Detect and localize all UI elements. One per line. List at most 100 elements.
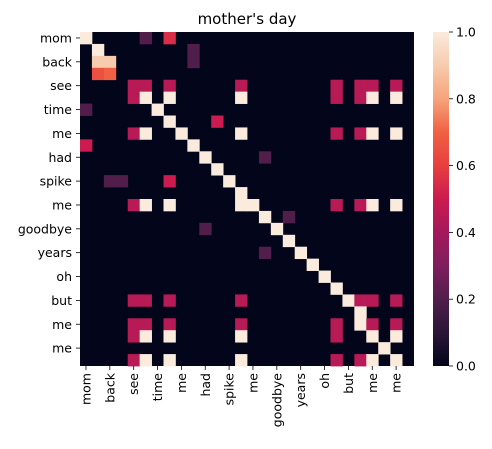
heatmap-cell: [211, 115, 224, 128]
heatmap-cell: [390, 318, 403, 331]
heatmap-cell: [139, 199, 152, 212]
heatmap-cell: [127, 127, 141, 140]
heatmap-cell: [354, 306, 367, 319]
heatmap-cell: [282, 234, 296, 248]
heatmap-cells: [80, 32, 414, 367]
heatmap-cell: [139, 91, 152, 104]
heatmap-cell: [390, 294, 403, 307]
heatmap-cell: [139, 32, 152, 45]
x-tick-label: me: [389, 373, 404, 393]
heatmap-cell: [175, 127, 188, 140]
heatmap-cell: [139, 294, 152, 307]
heatmap-cell: [127, 294, 141, 307]
heatmap-cell: [366, 294, 379, 307]
heatmap-cell: [139, 79, 152, 93]
y-tick-label: me: [52, 126, 72, 141]
heatmap-cell: [366, 330, 379, 343]
heatmap-cell: [294, 246, 308, 260]
x-tick-label: oh: [317, 373, 332, 389]
colorbar-tick-label: 0.6: [456, 158, 476, 173]
heatmap-cell: [91, 67, 105, 81]
heatmap-cell: [91, 55, 105, 69]
heatmap-cell: [80, 103, 93, 116]
chart-title: mother's day: [198, 10, 297, 28]
x-tick-label: years: [293, 373, 308, 407]
heatmap-cell: [366, 79, 379, 93]
heatmap-cell: [80, 32, 93, 45]
heatmap-cell: [151, 103, 164, 116]
y-tick-label: had: [48, 150, 72, 165]
colorbar-tick-label: 0.8: [456, 91, 476, 106]
heatmap-cell: [258, 210, 272, 224]
heatmap-cell: [139, 318, 152, 331]
y-tick-label: me: [52, 341, 72, 356]
x-tick-label: mom: [78, 373, 93, 405]
x-tick-label: goodbye: [269, 373, 284, 427]
heatmap-cell: [342, 294, 355, 307]
heatmap-cell: [199, 222, 212, 236]
heatmap-cell: [366, 91, 379, 104]
heatmap-cell: [330, 199, 343, 212]
heatmap-cell: [306, 258, 319, 271]
heatmap-cell: [235, 330, 248, 343]
heatmap-cell: [390, 91, 403, 104]
y-tick-label: time: [44, 102, 73, 117]
y-tick-label: me: [52, 317, 72, 332]
heatmap-cell: [223, 175, 236, 188]
x-tick-label: me: [365, 373, 380, 393]
heatmap-cell: [235, 127, 248, 140]
heatmap-cell: [330, 330, 343, 343]
heatmap-cell: [235, 79, 248, 93]
x-tick-label: me: [245, 373, 260, 393]
heatmap-cell: [270, 222, 284, 236]
heatmap-cell: [163, 79, 176, 93]
heatmap-cell: [235, 318, 248, 331]
heatmap-cell: [366, 318, 379, 331]
heatmap-cell: [366, 127, 379, 140]
y-tick-label: me: [52, 197, 72, 212]
heatmap-cell: [330, 354, 343, 367]
heatmap-cell: [127, 199, 141, 212]
heatmap-cell: [163, 318, 176, 331]
heatmap-cell: [163, 330, 176, 343]
x-tick-label: back: [102, 372, 117, 402]
heatmap-cell: [103, 55, 117, 69]
heatmap-cell: [163, 354, 176, 367]
heatmap-cell: [127, 91, 141, 104]
heatmap-cell: [330, 282, 343, 295]
heatmap-cell: [235, 354, 248, 367]
y-tick-label: see: [50, 78, 72, 93]
colorbar: [433, 32, 449, 366]
colorbar-tick-label: 1.0: [456, 25, 476, 40]
x-tick-label: but: [341, 373, 356, 394]
heatmap-cell: [330, 127, 343, 140]
heatmap-cell: [163, 115, 176, 128]
x-tick-label: see: [126, 373, 141, 395]
heatmap-cell: [103, 67, 117, 81]
heatmap-cell: [139, 127, 152, 140]
heatmap-cell: [115, 175, 129, 188]
y-axis-ticks: mom back see time me had spike me goodbye years oh…: [18, 30, 80, 356]
heatmap-cell: [235, 187, 248, 200]
heatmap-cell: [366, 199, 379, 212]
heatmap-cell: [390, 354, 403, 367]
heatmap-cell: [330, 91, 343, 104]
heatmap-cell: [354, 79, 367, 93]
heatmap-cell: [247, 199, 260, 212]
heatmap-cell: [187, 55, 200, 69]
colorbar-tick-label: 0.4: [456, 225, 476, 240]
heatmap-cell: [354, 294, 367, 307]
heatmap-cell: [378, 342, 391, 355]
colorbar-tick-label: 0.2: [456, 292, 476, 307]
y-tick-label: years: [38, 245, 72, 260]
heatmap-cell: [139, 330, 152, 343]
x-tick-label: me: [174, 373, 189, 393]
heatmap-cell: [258, 151, 272, 164]
x-tick-label: spike: [222, 373, 237, 406]
heatmap-cell: [354, 127, 367, 140]
y-tick-label: spike: [40, 174, 73, 189]
heatmap-cell: [390, 330, 403, 343]
y-tick-label: goodbye: [18, 221, 72, 236]
